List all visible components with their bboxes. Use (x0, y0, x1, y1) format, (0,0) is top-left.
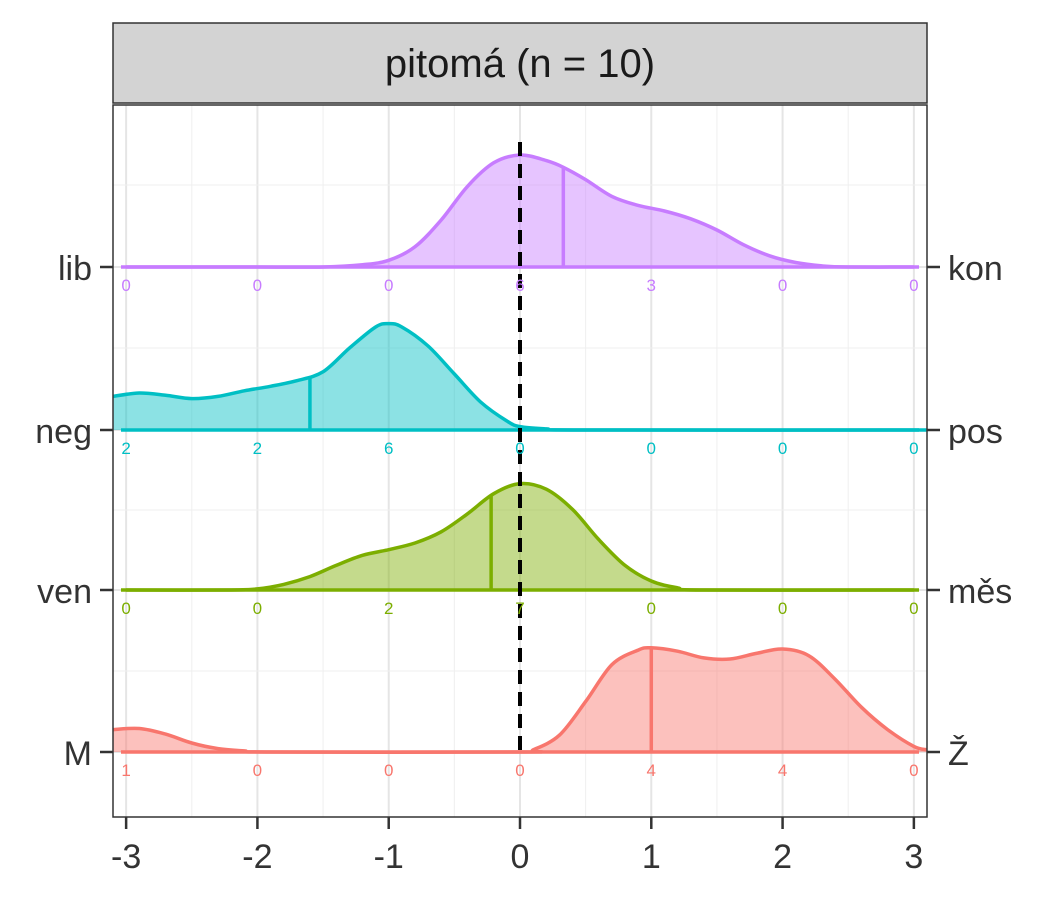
count-label: 7 (515, 599, 524, 618)
x-tick-label: 2 (773, 838, 792, 876)
count-label: 0 (909, 439, 918, 458)
density-area-ven-měs (126, 483, 914, 591)
density-line-ven-měs (126, 481, 914, 592)
facet-strip-title: pitomá (n = 10) (385, 42, 655, 86)
count-label: 0 (909, 761, 918, 780)
density-line-neg-pos (112, 321, 928, 432)
axes: lib kon neg pos ven měs M Ž -3 -2 -1 0 1 2 3 (35, 250, 1012, 876)
right-pole-label: pos (948, 413, 1003, 451)
count-label: 0 (909, 276, 918, 295)
density-line-M-Ž (112, 645, 928, 754)
x-tick-label: -1 (374, 838, 404, 876)
count-label: 4 (778, 761, 787, 780)
density-line-lib-kon (126, 153, 914, 269)
count-label: 0 (121, 276, 130, 295)
count-labels: 0 0 0 6 3 0 0 2 2 6 0 0 0 0 0 0 2 7 0 0 0 1 0 0 0 4 4 0 (121, 276, 918, 780)
count-label: 0 (515, 439, 524, 458)
count-label: 0 (384, 276, 393, 295)
count-label: 2 (253, 439, 262, 458)
x-tick-label: 1 (642, 838, 661, 876)
left-pole-label: M (64, 735, 92, 773)
count-label: 3 (647, 276, 656, 295)
count-label: 0 (778, 276, 787, 295)
x-tick-label: 0 (511, 838, 530, 876)
left-pole-label: ven (37, 573, 92, 611)
count-label: 0 (909, 599, 918, 618)
count-label: 2 (384, 599, 393, 618)
count-label: 6 (515, 276, 524, 295)
count-label: 0 (778, 439, 787, 458)
count-label: 1 (121, 761, 130, 780)
count-label: 0 (253, 761, 262, 780)
count-label: 0 (253, 276, 262, 295)
facet-strip (112, 22, 928, 104)
right-pole-label: Ž (948, 735, 969, 773)
count-label: 0 (778, 599, 787, 618)
density-area-neg-pos (113, 323, 927, 431)
density-area-M-Ž (113, 647, 927, 753)
count-label: 0 (647, 599, 656, 618)
right-pole-label: kon (948, 250, 1003, 288)
count-label: 0 (384, 761, 393, 780)
count-label: 0 (647, 439, 656, 458)
count-label: 0 (121, 599, 130, 618)
count-label: 2 (121, 439, 130, 458)
count-label: 0 (515, 761, 524, 780)
left-pole-label: lib (58, 250, 92, 288)
count-label: 4 (647, 761, 656, 780)
count-label: 0 (253, 599, 262, 618)
x-tick-label: -2 (242, 838, 272, 876)
x-tick-label: -3 (111, 838, 141, 876)
count-label: 6 (384, 439, 393, 458)
x-tick-label: 3 (904, 838, 923, 876)
right-pole-label: měs (948, 573, 1012, 611)
left-pole-label: neg (35, 413, 92, 451)
